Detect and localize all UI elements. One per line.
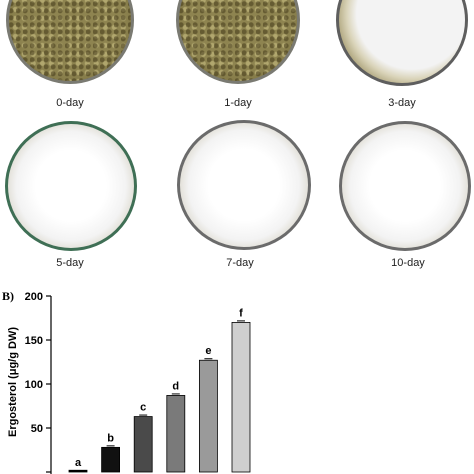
significance-letter-e: e [205, 345, 211, 357]
y-axis-label: Ergosterol (μg/g DW) [7, 327, 19, 437]
y-axis: 50 100 150 200 [25, 291, 52, 474]
dish-label-7-day: 7-day [226, 257, 254, 269]
petri-dish-0-day [6, 0, 134, 84]
y-tick-label-100: 100 [25, 379, 43, 391]
petri-dish-3-day [336, 0, 468, 86]
y-tick-label-200: 200 [25, 291, 43, 303]
dish-label-3-day: 3-day [388, 97, 416, 109]
petri-dish-5-day [5, 121, 137, 251]
dish-label-5-day: 5-day [56, 257, 84, 269]
bar-7-day [198, 359, 218, 473]
y-tick-label-150: 150 [25, 335, 43, 347]
ergosterol-bar-chart: 50 100 150 200 a b c d e f Ergosterol (μg/g DW) [7, 291, 251, 474]
dish-label-10-day: 10-day [391, 257, 425, 269]
petri-dish-10-day [339, 121, 471, 251]
bar-5-day [166, 395, 186, 473]
y-tick-label-50: 50 [31, 423, 43, 435]
bar-3-day [133, 416, 153, 473]
dish-label-1-day: 1-day [224, 97, 252, 109]
petri-dish-7-day [177, 120, 311, 250]
petri-dish-1-day [176, 0, 300, 84]
bar-10-day [231, 322, 251, 473]
significance-letter-b: b [107, 432, 114, 444]
significance-letter-f: f [239, 307, 243, 319]
panel-label-b: B) [2, 289, 14, 303]
significance-letter-d: d [172, 380, 179, 392]
bar-series: a b c d e f [68, 307, 251, 473]
dish-label-0-day: 0-day [56, 97, 84, 109]
bar-0-day [68, 469, 88, 473]
significance-letter-c: c [140, 402, 146, 414]
significance-letter-a: a [75, 457, 82, 469]
bar-1-day [101, 446, 120, 473]
